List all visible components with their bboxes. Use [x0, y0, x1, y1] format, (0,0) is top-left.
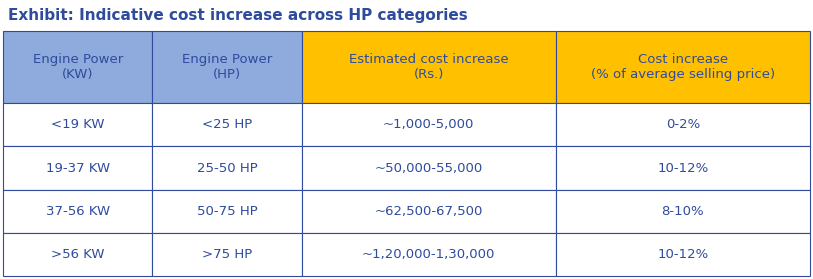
Text: ~1,20,000-1,30,000: ~1,20,000-1,30,000	[362, 248, 495, 261]
Bar	[3, 103, 152, 146]
Text: Engine Power
(KW): Engine Power (KW)	[33, 53, 123, 81]
Bar	[556, 31, 810, 103]
Bar	[302, 103, 556, 146]
Text: Exhibit: Indicative cost increase across HP categories: Exhibit: Indicative cost increase across…	[8, 8, 467, 23]
Text: Cost increase
(% of average selling price): Cost increase (% of average selling pric…	[591, 53, 775, 81]
Text: ~50,000-55,000: ~50,000-55,000	[375, 162, 483, 175]
Text: Estimated cost increase
(Rs.): Estimated cost increase (Rs.)	[349, 53, 508, 81]
Text: 19-37 KW: 19-37 KW	[46, 162, 110, 175]
Text: 10-12%: 10-12%	[657, 162, 708, 175]
Bar	[3, 190, 152, 233]
Text: ~1,000-5,000: ~1,000-5,000	[383, 118, 474, 131]
Text: 25-50 HP: 25-50 HP	[197, 162, 258, 175]
Bar	[556, 190, 810, 233]
Text: 8-10%: 8-10%	[662, 205, 704, 218]
Text: 10-12%: 10-12%	[657, 248, 708, 261]
Bar	[302, 146, 556, 190]
Bar	[556, 103, 810, 146]
Bar	[152, 31, 302, 103]
Text: Engine Power
(HP): Engine Power (HP)	[182, 53, 272, 81]
Text: >75 HP: >75 HP	[202, 248, 252, 261]
Text: <19 KW: <19 KW	[51, 118, 104, 131]
Text: 0-2%: 0-2%	[666, 118, 700, 131]
Bar	[152, 233, 302, 276]
Text: 50-75 HP: 50-75 HP	[197, 205, 258, 218]
Bar	[556, 146, 810, 190]
Bar	[302, 31, 556, 103]
Bar	[3, 233, 152, 276]
Text: >56 KW: >56 KW	[51, 248, 104, 261]
Bar	[152, 190, 302, 233]
Text: <25 HP: <25 HP	[202, 118, 252, 131]
Bar	[302, 233, 556, 276]
Text: 37-56 KW: 37-56 KW	[46, 205, 110, 218]
Text: ~62,500-67,500: ~62,500-67,500	[375, 205, 483, 218]
Bar	[3, 31, 152, 103]
Bar	[152, 146, 302, 190]
Bar	[556, 233, 810, 276]
Bar	[152, 103, 302, 146]
Bar	[3, 146, 152, 190]
Bar	[302, 190, 556, 233]
